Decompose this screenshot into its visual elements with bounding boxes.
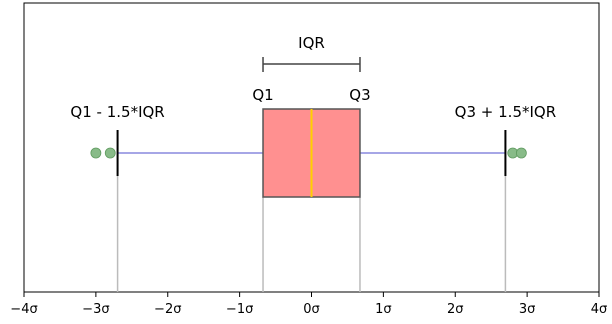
lower-fence-label: Q1 - 1.5*IQR bbox=[70, 103, 164, 121]
upper-fence-label: Q3 + 1.5*IQR bbox=[455, 103, 556, 121]
guide-lines bbox=[116, 176, 507, 292]
x-tick-label: −3σ bbox=[82, 302, 109, 317]
outlier-points bbox=[90, 147, 527, 159]
x-tick-label: −4σ bbox=[10, 302, 37, 317]
iqr-label: IQR bbox=[298, 34, 325, 52]
outlier-point bbox=[515, 147, 527, 159]
x-tick-label: 1σ bbox=[375, 302, 392, 317]
x-axis: −4σ −3σ −2σ −1σ 0σ 1σ 2σ 3σ 4σ bbox=[10, 292, 607, 317]
x-tick-label: 2σ bbox=[447, 302, 464, 317]
x-tick-label: 0σ bbox=[303, 302, 320, 317]
x-tick-label: 4σ bbox=[591, 302, 608, 317]
x-tick-label: −2σ bbox=[154, 302, 181, 317]
x-tick-label: 3σ bbox=[519, 302, 536, 317]
outlier-point bbox=[90, 147, 102, 159]
outlier-point bbox=[104, 147, 116, 159]
q1-label: Q1 bbox=[252, 86, 273, 104]
x-tick-label: −1σ bbox=[226, 302, 253, 317]
iqr-bracket: IQR bbox=[262, 34, 361, 72]
q3-label: Q3 bbox=[349, 86, 370, 104]
